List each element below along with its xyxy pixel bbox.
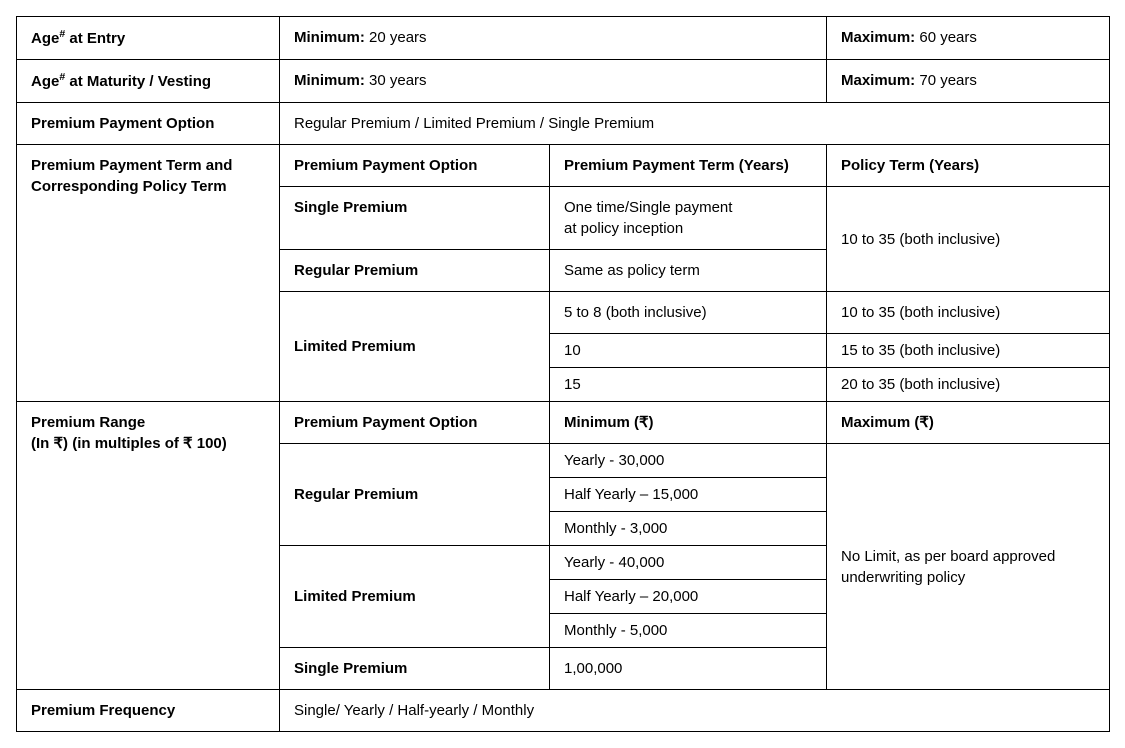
range-regular-v3: Monthly - 3,000 bbox=[550, 512, 827, 546]
range-single-label: Single Premium bbox=[280, 648, 550, 690]
age-entry-min: Minimum: 20 years bbox=[280, 17, 827, 60]
age-maturity-label: Age# at Maturity / Vesting bbox=[17, 60, 280, 103]
premium-range-label: Premium Range (In ₹) (in multiples of ₹ … bbox=[17, 402, 280, 690]
limited-policy-2: 15 to 35 (both inclusive) bbox=[827, 334, 1110, 368]
age-entry-label: Age# at Entry bbox=[17, 17, 280, 60]
subheader-ppt: Premium Payment Term (Years) bbox=[550, 145, 827, 187]
range-limited-v2: Half Yearly – 20,000 bbox=[550, 580, 827, 614]
regular-premium-cell: Regular Premium bbox=[280, 250, 550, 292]
age-maturity-max: Maximum: 70 years bbox=[827, 60, 1110, 103]
range-max-text: No Limit, as per board approved underwri… bbox=[827, 444, 1110, 690]
range-h1: Premium Payment Option bbox=[280, 402, 550, 444]
range-regular-label: Regular Premium bbox=[280, 444, 550, 546]
subheader-ppo: Premium Payment Option bbox=[280, 145, 550, 187]
limited-term-2: 10 bbox=[550, 334, 827, 368]
range-limited-v3: Monthly - 5,000 bbox=[550, 614, 827, 648]
regular-premium-term: Same as policy term bbox=[550, 250, 827, 292]
limited-policy-1: 10 to 35 (both inclusive) bbox=[827, 292, 1110, 334]
limited-premium-cell: Limited Premium bbox=[280, 292, 550, 402]
range-regular-v2: Half Yearly – 15,000 bbox=[550, 478, 827, 512]
premium-option-label: Premium Payment Option bbox=[17, 103, 280, 145]
limited-policy-3: 20 to 35 (both inclusive) bbox=[827, 368, 1110, 402]
range-limited-v1: Yearly - 40,000 bbox=[550, 546, 827, 580]
range-h2: Minimum (₹) bbox=[550, 402, 827, 444]
range-regular-v1: Yearly - 30,000 bbox=[550, 444, 827, 478]
range-limited-label: Limited Premium bbox=[280, 546, 550, 648]
premium-term-label: Premium Payment Term and Corresponding P… bbox=[17, 145, 280, 402]
limited-term-1: 5 to 8 (both inclusive) bbox=[550, 292, 827, 334]
single-premium-cell: Single Premium bbox=[280, 187, 550, 250]
subheader-policyterm: Policy Term (Years) bbox=[827, 145, 1110, 187]
premium-option-value: Regular Premium / Limited Premium / Sing… bbox=[280, 103, 1110, 145]
premium-frequency-value: Single/ Yearly / Half-yearly / Monthly bbox=[280, 690, 1110, 732]
age-entry-max: Maximum: 60 years bbox=[827, 17, 1110, 60]
range-h3: Maximum (₹) bbox=[827, 402, 1110, 444]
premium-frequency-label: Premium Frequency bbox=[17, 690, 280, 732]
age-maturity-min: Minimum: 30 years bbox=[280, 60, 827, 103]
policy-term-merged: 10 to 35 (both inclusive) bbox=[827, 187, 1110, 292]
policy-details-table: Age# at Entry Minimum: 20 years Maximum:… bbox=[16, 16, 1110, 732]
single-premium-term: One time/Single paymentat policy incepti… bbox=[550, 187, 827, 250]
limited-term-3: 15 bbox=[550, 368, 827, 402]
range-single-value: 1,00,000 bbox=[550, 648, 827, 690]
